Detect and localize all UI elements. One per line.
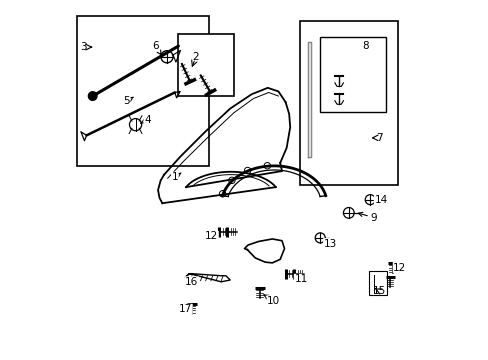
Text: 5: 5 — [123, 96, 133, 107]
Text: 7: 7 — [375, 133, 382, 143]
Text: 2: 2 — [191, 52, 198, 62]
Bar — [77, 16, 208, 166]
Text: 1: 1 — [171, 172, 181, 182]
Text: 17: 17 — [179, 304, 192, 314]
Text: 12: 12 — [392, 262, 406, 273]
Text: 8: 8 — [362, 41, 368, 51]
Text: 6: 6 — [152, 41, 161, 55]
Text: 9: 9 — [358, 212, 376, 222]
Text: 16: 16 — [184, 277, 198, 287]
Circle shape — [88, 92, 97, 100]
Text: 3: 3 — [80, 42, 86, 52]
Bar — [178, 33, 233, 96]
Bar — [299, 21, 397, 185]
Text: 14: 14 — [374, 195, 387, 204]
Text: 4: 4 — [141, 115, 150, 125]
Text: 12: 12 — [204, 231, 219, 242]
Bar — [319, 37, 385, 112]
Text: 15: 15 — [372, 287, 386, 296]
Bar — [368, 271, 386, 295]
Text: 10: 10 — [264, 295, 280, 306]
Text: 13: 13 — [323, 238, 336, 249]
Text: 11: 11 — [294, 274, 307, 284]
Polygon shape — [307, 42, 310, 157]
